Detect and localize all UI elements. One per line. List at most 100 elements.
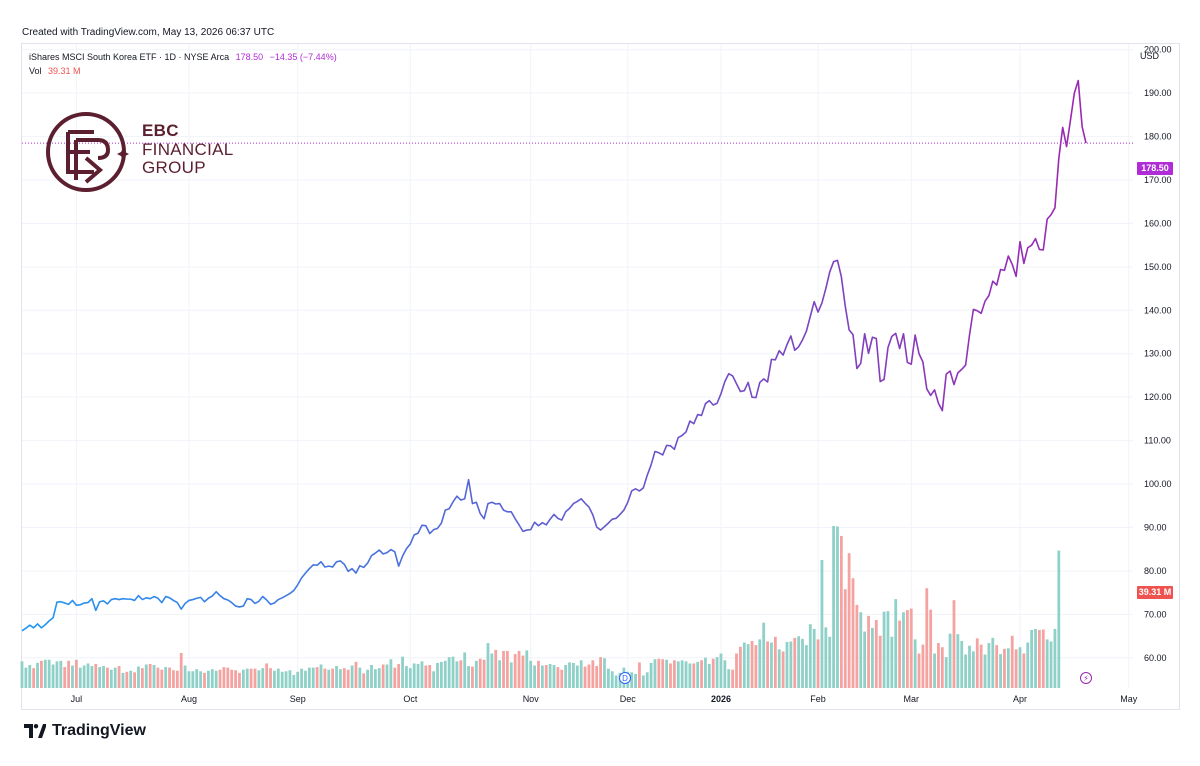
y-axis: 200.00 190.00 180.00 170.00 160.00 150.00 140.… [1144, 45, 1172, 663]
volume-bar [276, 668, 280, 688]
volume-bar [1049, 641, 1053, 688]
volume-bar [98, 667, 102, 688]
volume-bar [773, 636, 777, 688]
volume-bar [451, 656, 455, 688]
volume-bar [129, 670, 133, 688]
volume-bar [249, 668, 253, 688]
volume-bar [560, 669, 564, 688]
volume-bar [55, 661, 59, 688]
volume-bar [1018, 647, 1022, 688]
volume-bar [241, 669, 245, 688]
volume-bar [288, 670, 292, 688]
volume-bar [820, 559, 824, 688]
volume-bar [564, 665, 568, 688]
volume-bar [172, 670, 175, 688]
volume-bar [991, 637, 995, 688]
volume-bar [832, 526, 835, 688]
volume-bar [203, 672, 206, 688]
volume-bar [1030, 629, 1034, 688]
volume-bar [665, 659, 669, 688]
volume-bar [144, 664, 148, 688]
volume-bar [191, 671, 195, 688]
y-tick-label: 180.00 [1144, 132, 1172, 142]
currency-label[interactable]: USD [1140, 51, 1160, 61]
volume-bar [867, 615, 870, 688]
volume-bar [692, 663, 696, 688]
price-axis-tag: 178.50 [1137, 162, 1173, 175]
volume-bar [214, 670, 218, 688]
volume-bar [71, 665, 74, 688]
volume-bar [253, 668, 257, 688]
volume-bar [735, 653, 738, 688]
volume-bar [315, 667, 319, 688]
volume-bar [537, 660, 540, 688]
volume-bar [556, 667, 560, 688]
volume-bar [719, 653, 723, 688]
y-tick-label: 160.00 [1144, 218, 1172, 228]
tradingview-brand[interactable]: TradingView [24, 722, 146, 740]
volume-bar [770, 642, 773, 688]
volume-bar [579, 660, 583, 688]
volume-bar [335, 666, 338, 688]
volume-bar [32, 668, 36, 688]
y-tick-label: 190.00 [1144, 88, 1172, 98]
volume-bar [925, 588, 929, 688]
y-tick-label: 60.00 [1144, 653, 1167, 663]
volume-bar [354, 661, 358, 688]
volume-bar [882, 611, 886, 688]
volume-bar [199, 671, 203, 688]
volume-bar [929, 609, 933, 688]
price-change: −14.35 (−7.44%) [269, 52, 337, 62]
volume-bar [812, 628, 816, 688]
volume-bar [871, 627, 874, 688]
volume-bar [342, 668, 346, 688]
volume-bar [187, 671, 191, 688]
volume-bar [59, 660, 63, 688]
volume-bar [323, 668, 327, 688]
volume-bar [234, 670, 237, 688]
volume-bar [855, 604, 859, 688]
volume-bar [121, 672, 125, 688]
chart-frame[interactable] [21, 43, 1180, 710]
volume-bar [1006, 648, 1010, 688]
volume-bar [805, 645, 808, 688]
volume-bar [67, 660, 70, 688]
volume-bar [676, 661, 680, 688]
volume-bar [160, 669, 164, 688]
volume-bar [700, 660, 703, 688]
volume-bar [385, 664, 389, 688]
volume-bar [649, 662, 653, 688]
volume-bar [432, 671, 436, 688]
volume-bar [641, 675, 645, 688]
volume-label: Vol [29, 66, 42, 76]
volume-bar [478, 658, 482, 688]
volume-bar [859, 612, 863, 688]
volume-bar [544, 665, 548, 688]
volume-bar [28, 665, 32, 688]
volume-value: 39.31 M [48, 66, 81, 76]
volume-bar [1003, 648, 1006, 688]
tradingview-logo-icon [24, 724, 46, 738]
volume-bar [704, 657, 707, 688]
logo-line-1: EBC [142, 121, 179, 140]
volume-bar [393, 667, 397, 688]
volume-bar [40, 660, 43, 688]
y-tick-label: 140.00 [1144, 305, 1172, 315]
volume-bar [482, 659, 486, 688]
volume-bar [801, 638, 804, 688]
volume-bar [102, 666, 105, 688]
x-tick-label: Mar [904, 694, 920, 704]
volume-bar [781, 651, 785, 688]
volume-bar [913, 639, 917, 688]
volume-axis-tag: 39.31 M [1137, 586, 1173, 599]
y-tick-label: 200.00 [1144, 45, 1172, 55]
volume-bar [463, 652, 467, 688]
x-tick-label: Sep [290, 694, 306, 704]
volume-bar [156, 667, 160, 688]
volume-bar [863, 631, 867, 688]
dividend-marker[interactable]: D [619, 672, 631, 684]
volume-bar [645, 672, 649, 688]
split-marker-icon[interactable]: ⚡ [1080, 672, 1092, 684]
volume-bar [964, 654, 968, 688]
